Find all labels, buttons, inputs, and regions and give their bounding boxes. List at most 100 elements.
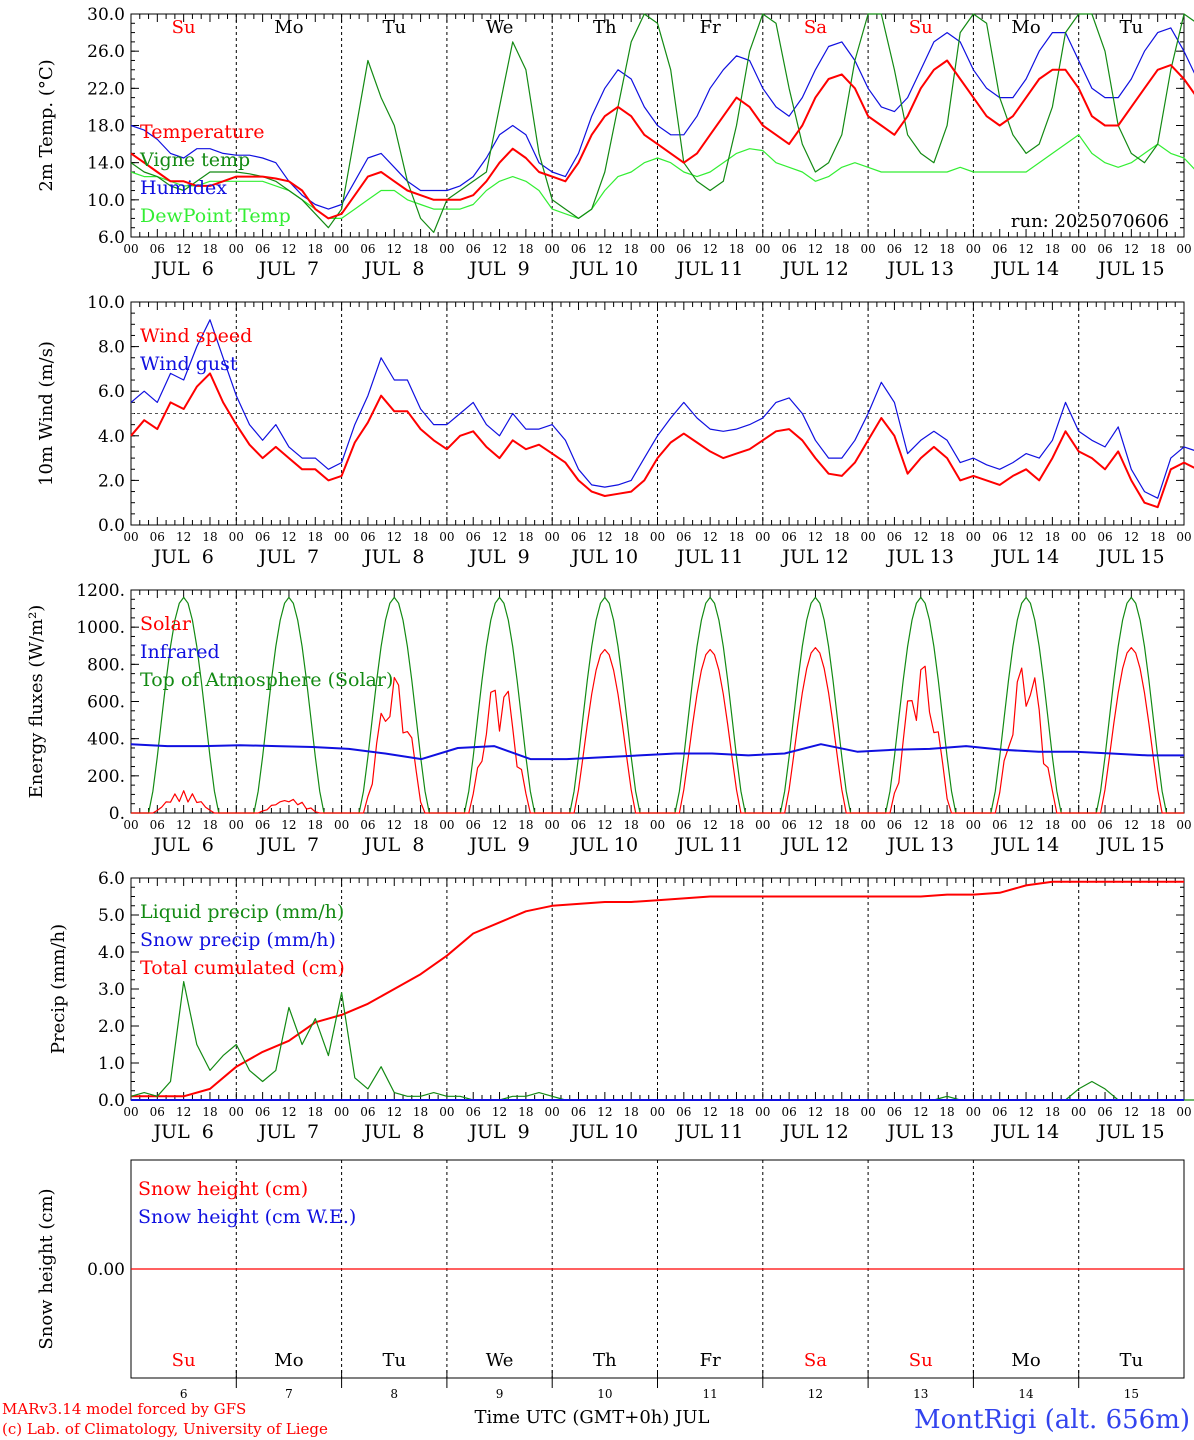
hour-tick-label: 00: [545, 1105, 560, 1119]
weekday-label: Mo: [1011, 17, 1040, 38]
hour-tick-label: 06: [466, 818, 481, 832]
date-label: JUL 6: [151, 834, 213, 856]
hour-tick-label: 00: [650, 818, 665, 832]
hour-tick-label: 00: [966, 530, 981, 544]
date-label: JUL 8: [362, 1121, 424, 1143]
hour-tick-label: 06: [466, 1105, 481, 1119]
day-number-label: 8: [390, 1387, 398, 1401]
hour-tick-label: 12: [703, 1105, 718, 1119]
hour-tick-label: 06: [781, 530, 796, 544]
hour-tick-label: 12: [597, 530, 612, 544]
hour-tick-label: 18: [308, 530, 323, 544]
y-tick-label: 6.0: [98, 869, 125, 889]
hour-tick-label: 12: [913, 242, 928, 256]
hour-tick-label: 00: [650, 1105, 665, 1119]
date-label: JUL 12: [780, 546, 848, 568]
hour-tick-label: 00: [1176, 1105, 1191, 1119]
weekday-label: Sa: [804, 1350, 827, 1371]
hour-tick-label: 00: [439, 530, 454, 544]
hour-tick-label: 18: [202, 1105, 217, 1119]
hour-tick-label: 00: [1071, 242, 1086, 256]
series-line-thick: [130, 372, 1194, 509]
weekday-label: Th: [593, 17, 617, 38]
hour-tick-label: 18: [202, 242, 217, 256]
y-tick-label: 0.: [109, 804, 125, 824]
y-tick-label: 800.: [87, 655, 125, 675]
y-tick-label: 600.: [87, 693, 125, 713]
hour-tick-label: 18: [308, 242, 323, 256]
run-annotation: run: 2025070606: [1011, 211, 1169, 232]
hour-tick-label: 06: [781, 818, 796, 832]
hour-tick-label: 18: [624, 530, 639, 544]
hour-tick-label: 06: [992, 818, 1007, 832]
hour-tick-label: 00: [1071, 818, 1086, 832]
hour-tick-label: 18: [518, 242, 533, 256]
date-label: JUL 12: [780, 1121, 848, 1143]
hour-tick-label: 18: [939, 530, 954, 544]
y-tick-label: 200.: [87, 767, 125, 787]
y-tick-label: 22.0: [87, 79, 125, 99]
hour-tick-label: 12: [913, 1105, 928, 1119]
x-axis-title: Time UTC (GMT+0h) JUL: [475, 1407, 710, 1428]
date-label: JUL 14: [991, 834, 1059, 856]
y-tick-label: 1200.: [76, 581, 125, 601]
date-label: JUL 13: [886, 258, 954, 280]
y-axis-title: 2m Temp. (°C): [36, 59, 57, 191]
hour-tick-label: 06: [255, 818, 270, 832]
y-tick-label: 10.0: [87, 191, 125, 211]
weekday-label: Su: [909, 1350, 933, 1371]
hour-tick-label: 06: [887, 818, 902, 832]
hour-tick-label: 00: [1071, 1105, 1086, 1119]
hour-tick-label: 06: [676, 242, 691, 256]
hour-tick-label: 18: [834, 242, 849, 256]
hour-tick-label: 06: [1097, 530, 1112, 544]
hour-tick-label: 06: [150, 530, 165, 544]
precip-panel: 00 06 12 18 JUL 6 00 06 12 18 JUL 7 00 06 12 18 JUL 8 0…: [48, 869, 1194, 1143]
weekday-label: Tu: [382, 17, 406, 38]
date-label: JUL 6: [151, 1121, 213, 1143]
hour-tick-label: 18: [729, 242, 744, 256]
hour-tick-label: 12: [492, 242, 507, 256]
date-label: JUL 7: [257, 258, 319, 280]
hour-tick-label: 00: [1071, 530, 1086, 544]
legend-entry: Snow height (cm): [138, 1178, 308, 1200]
hour-tick-label: 06: [887, 242, 902, 256]
hour-tick-label: 00: [439, 1105, 454, 1119]
solar-line: [131, 646, 1184, 814]
hour-tick-label: 12: [913, 530, 928, 544]
hour-tick-label: 06: [992, 1105, 1007, 1119]
hour-tick-label: 12: [176, 242, 191, 256]
hour-tick-label: 12: [1124, 242, 1139, 256]
weekday-label: Su: [909, 17, 933, 38]
weekday-label: Sa: [804, 17, 827, 38]
hour-tick-label: 06: [676, 1105, 691, 1119]
credit-line-1: MARv3.14 model forced by GFS: [2, 1400, 246, 1418]
hour-tick-label: 00: [860, 1105, 875, 1119]
hour-tick-label: 18: [1045, 818, 1060, 832]
hour-tick-label: 12: [808, 1105, 823, 1119]
hour-tick-label: 06: [781, 242, 796, 256]
hour-tick-label: 00: [755, 242, 770, 256]
legend-entry: Snow height (cm W.E.): [138, 1206, 356, 1228]
hour-tick-label: 12: [808, 242, 823, 256]
date-label: JUL 15: [1096, 258, 1164, 280]
date-label: JUL 10: [570, 546, 638, 568]
y-tick-label: 0.0: [98, 1091, 125, 1111]
hour-tick-label: 12: [176, 1105, 191, 1119]
hour-tick-label: 12: [492, 818, 507, 832]
hour-tick-label: 18: [729, 818, 744, 832]
legend-entry: Top of Atmosphere (Solar): [140, 669, 393, 691]
hour-tick-label: 12: [387, 818, 402, 832]
y-tick-label: 0.00: [87, 1260, 125, 1280]
hour-tick-label: 00: [755, 818, 770, 832]
hour-tick-label: 00: [755, 1105, 770, 1119]
hour-tick-label: 18: [518, 818, 533, 832]
hour-tick-label: 00: [123, 530, 138, 544]
hour-tick-label: 06: [255, 242, 270, 256]
date-label: JUL 11: [675, 258, 743, 280]
hour-tick-label: 12: [492, 530, 507, 544]
hour-tick-label: 12: [387, 242, 402, 256]
day-number-label: 7: [285, 1387, 293, 1401]
hour-tick-label: 12: [1018, 1105, 1033, 1119]
day-number-label: 12: [808, 1387, 823, 1401]
